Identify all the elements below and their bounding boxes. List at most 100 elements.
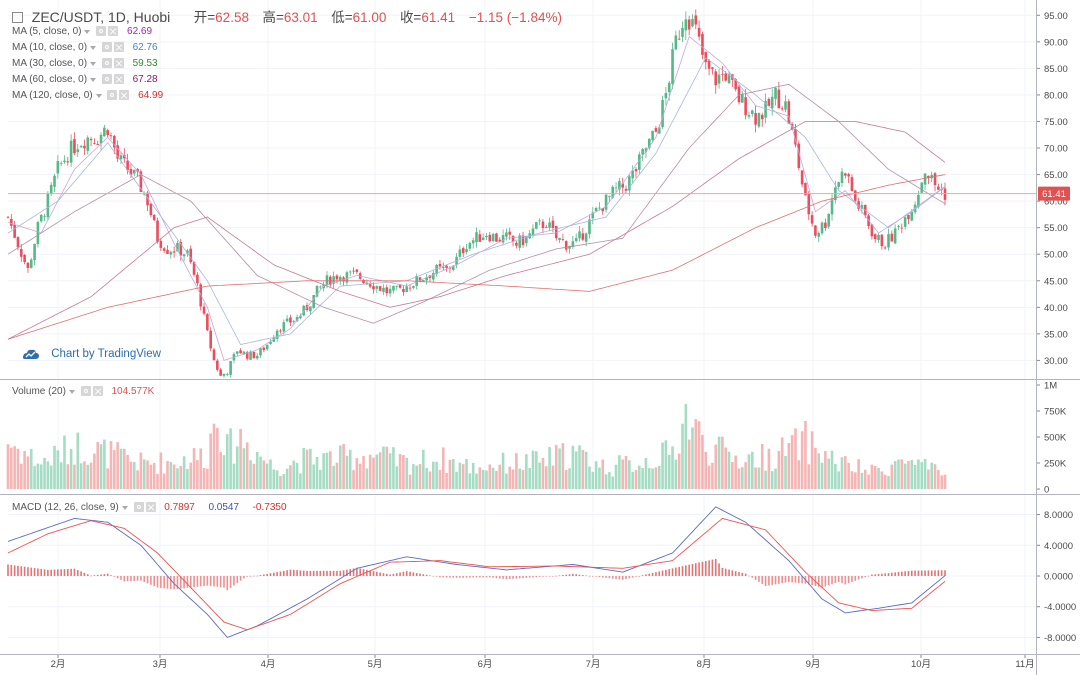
volume-bar [518, 468, 521, 489]
candle-body [664, 93, 668, 99]
macd-histogram-bar [552, 576, 554, 577]
volume-bar [322, 453, 325, 489]
volume-bar [501, 452, 505, 489]
candle-body [481, 237, 485, 240]
volume-bar [677, 453, 681, 489]
volume-bar [737, 468, 741, 489]
volume-bar [169, 461, 173, 489]
candle-body [628, 176, 631, 191]
candle-body [375, 286, 379, 289]
candle-body [774, 87, 777, 99]
volume-bar [13, 446, 16, 489]
candle-body [551, 220, 555, 228]
candle-body [289, 317, 292, 323]
volume-bar [727, 451, 731, 489]
volume-bar [23, 450, 26, 489]
candle-body [219, 369, 222, 376]
volume-bar [282, 474, 286, 489]
volume-bar [581, 450, 585, 489]
volume-bar [488, 464, 492, 489]
candle-body [172, 251, 176, 253]
volume-tick-label: 250K [1044, 459, 1067, 470]
candle-body [458, 249, 462, 257]
macd-histogram-bar [173, 576, 175, 590]
candle-body [388, 288, 392, 294]
volume-bar [638, 465, 641, 489]
volume-bar [83, 461, 86, 489]
macd-histogram-bar [894, 572, 896, 576]
volume-bar [199, 448, 203, 489]
volume-bar [335, 462, 339, 489]
macd-histogram-bar [562, 575, 564, 576]
volume-bar [259, 456, 262, 489]
volume-bar [598, 467, 601, 489]
volume-bar [804, 420, 807, 489]
macd-histogram-bar [302, 570, 305, 576]
volume-bar [329, 451, 332, 489]
candle-body [269, 341, 272, 345]
volume-bar [372, 457, 375, 489]
volume-bar [844, 456, 847, 489]
volume-bar [571, 445, 575, 489]
macd-histogram-bar [618, 576, 621, 580]
volume-bar [707, 465, 711, 489]
volume-bar [388, 453, 392, 489]
volume-bar [468, 473, 472, 489]
volume-bar [654, 467, 658, 489]
macd-histogram-bar [183, 576, 185, 589]
macd-histogram-bar [113, 576, 116, 577]
candle-body [498, 239, 502, 242]
candle-body [750, 110, 754, 115]
candle-body [309, 306, 312, 312]
macd-tick-label: -4.0000 [1044, 602, 1076, 613]
macd-histogram-bar [718, 563, 720, 576]
volume-bar [26, 456, 30, 489]
volume-bar [917, 459, 920, 489]
volume-bar [16, 448, 20, 489]
volume-bar [807, 464, 811, 489]
candle-body [568, 245, 571, 249]
macd-histogram-bar [263, 574, 265, 576]
macd-histogram-bar [366, 569, 368, 576]
macd-histogram-bar [140, 576, 142, 581]
candle-body [378, 286, 382, 291]
volume-bar [142, 459, 146, 489]
candle-body [385, 287, 389, 294]
volume-bar [116, 442, 119, 489]
macd-histogram-bar [116, 576, 119, 579]
volume-bar [897, 459, 900, 489]
macd-histogram-bar [508, 576, 511, 580]
time-tick-label: 3月 [153, 659, 168, 670]
volume-bar [398, 454, 402, 489]
candle-body [853, 190, 857, 201]
volume-bar [338, 445, 342, 489]
volume-bar [887, 476, 890, 489]
candle-body [737, 86, 741, 103]
volume-bar [704, 451, 708, 489]
candle-body [239, 350, 242, 354]
macd-histogram-bar [439, 576, 441, 578]
price-tick-label: 70.00 [1044, 144, 1068, 155]
candle-body [408, 287, 412, 289]
price-tick-label: 85.00 [1044, 64, 1068, 75]
volume-bar [857, 459, 860, 489]
time-tick-label: 4月 [261, 659, 276, 670]
macd-histogram-bar [788, 576, 790, 583]
candle-body [26, 262, 30, 269]
macd-histogram-bar [326, 570, 328, 576]
volume-bar [760, 443, 764, 489]
volume-bar [119, 448, 123, 489]
macd-histogram-bar [937, 570, 940, 576]
candle-body [800, 170, 804, 185]
macd-histogram-bar [681, 566, 684, 576]
macd-histogram-bar [874, 574, 877, 576]
volume-bar [943, 474, 947, 489]
candle-body [23, 255, 26, 263]
candle-body [103, 127, 106, 137]
volume-bar [189, 462, 193, 489]
volume-bar [551, 465, 555, 489]
candle-body [548, 222, 551, 228]
candle-body [43, 216, 46, 218]
